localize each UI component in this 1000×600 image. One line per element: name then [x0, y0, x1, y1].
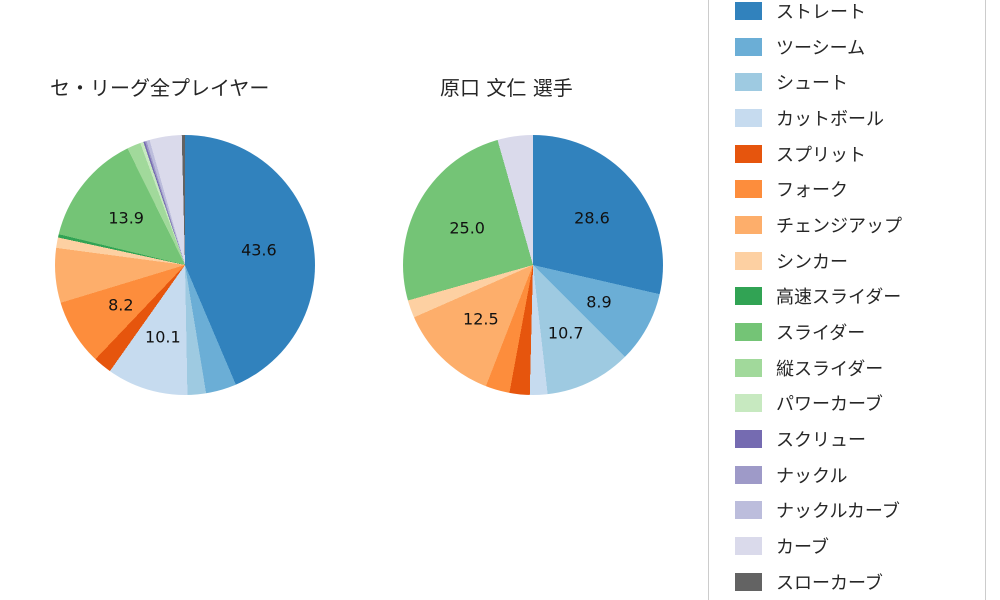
- legend-label: パワーカーブ: [776, 394, 883, 416]
- legend-item: スクリュー: [735, 421, 985, 457]
- legend-swatch: [735, 1, 762, 20]
- legend-item: ストレート: [735, 0, 985, 29]
- pie-player: [403, 135, 663, 395]
- legend-label: スライダー: [776, 323, 866, 345]
- legend-swatch: [735, 323, 762, 342]
- legend-swatch: [735, 144, 762, 163]
- legend-label: シンカー: [776, 251, 848, 273]
- legend-label: カットボール: [776, 108, 884, 130]
- legend-swatch: [735, 394, 762, 413]
- legend-item: ツーシーム: [735, 29, 985, 65]
- legend: ストレートツーシームシュートカットボール スプリットフォークチェンジアップ シンカー…: [708, 0, 986, 600]
- legend-item: 縦スライダー: [735, 350, 985, 386]
- legend-label: カーブ: [776, 537, 829, 559]
- legend-item: チェンジアップ: [735, 207, 985, 243]
- legend-item: カットボール: [735, 100, 985, 136]
- legend-swatch: [735, 501, 762, 520]
- legend-item: 高速スライダー: [735, 279, 985, 315]
- legend-item: パワーカーブ: [735, 386, 985, 422]
- legend-label: スクリュー: [776, 430, 866, 452]
- legend-swatch: [735, 537, 762, 556]
- legend-item: フォーク: [735, 171, 985, 207]
- legend-swatch: [735, 287, 762, 306]
- pie-title-player: 原口 文仁 選手: [440, 76, 573, 100]
- legend-label: 高速スライダー: [776, 287, 902, 309]
- pie-title-league: セ・リーグ全プレイヤー: [50, 76, 270, 100]
- legend-label: スローカーブ: [776, 572, 883, 594]
- legend-label: ツーシーム: [776, 37, 866, 59]
- legend-label: 縦スライダー: [776, 358, 884, 380]
- legend-swatch: [735, 180, 762, 199]
- legend-label: スプリット: [776, 144, 866, 166]
- legend-label: ナックルカーブ: [776, 501, 900, 523]
- legend-label: フォーク: [776, 180, 848, 202]
- legend-swatch: [735, 73, 762, 92]
- legend-swatch: [735, 251, 762, 270]
- legend-swatch: [735, 108, 762, 127]
- pie-chart-league: 43.6 10.1 8.2 13.9: [55, 135, 315, 395]
- legend-item: シュート: [735, 64, 985, 100]
- legend-item: ナックルカーブ: [735, 493, 985, 529]
- legend-swatch: [735, 572, 762, 591]
- pie-league: [55, 135, 315, 395]
- legend-label: ストレート: [776, 1, 866, 23]
- pie-chart-player: 28.6 8.9 10.7 12.5 25.0: [403, 135, 663, 395]
- legend-swatch: [735, 215, 762, 234]
- legend-swatch: [735, 358, 762, 377]
- legend-items: ストレートツーシームシュートカットボール スプリットフォークチェンジアップ シンカー…: [735, 0, 985, 600]
- legend-item: スライダー: [735, 314, 985, 350]
- legend-item: ナックル: [735, 457, 985, 493]
- legend-label: チェンジアップ: [776, 215, 902, 237]
- legend-item: シンカー: [735, 243, 985, 279]
- legend-item: スプリット: [735, 136, 985, 172]
- legend-item: スローカーブ: [735, 564, 985, 600]
- legend-label: ナックル: [776, 465, 848, 487]
- legend-swatch: [735, 430, 762, 449]
- legend-swatch: [735, 37, 762, 56]
- legend-swatch: [735, 465, 762, 484]
- legend-label: シュート: [776, 73, 848, 95]
- legend-item: カーブ: [735, 528, 985, 564]
